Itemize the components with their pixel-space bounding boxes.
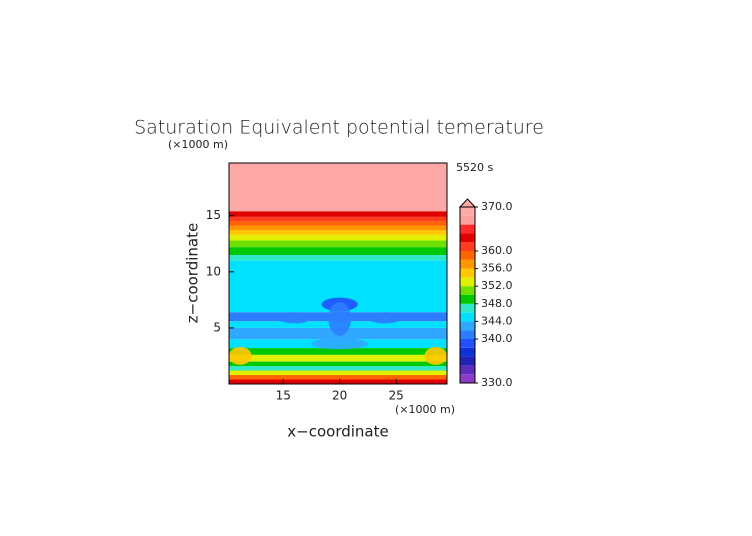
x-tick-label: 15: [276, 389, 291, 403]
time-label: 5520 s: [456, 161, 493, 174]
contour-layer: [229, 361, 447, 367]
y-tick-label: 10: [206, 264, 221, 278]
contour-layer: [229, 234, 447, 241]
contour-layer: [229, 379, 447, 384]
colorbar-band: [460, 207, 475, 216]
colorbar-tick-label: 370.0: [481, 200, 513, 213]
contour-layer: [229, 366, 447, 371]
colorbar-band: [460, 339, 475, 348]
colorbar-band: [460, 330, 475, 339]
x-tick-label: 25: [389, 389, 404, 403]
contour-layer: [229, 348, 447, 355]
colorbar-extend: [458, 198, 477, 208]
contour-field: [229, 163, 447, 384]
colorbar-band: [460, 321, 475, 331]
contour-feature: [328, 302, 351, 336]
contour-layer: [229, 375, 447, 380]
contour-layer: [229, 247, 447, 255]
colorbar-band: [460, 268, 475, 278]
contour-feature: [229, 346, 252, 365]
x-axis-label: x−coordinate: [287, 423, 388, 441]
colorbar-band: [460, 374, 475, 383]
colorbar-band: [460, 259, 475, 269]
contour-feature: [424, 346, 447, 365]
colorbar-band: [460, 295, 475, 304]
contour-layer: [229, 354, 447, 362]
contour-layer: [229, 221, 447, 226]
contour-layer: [229, 370, 447, 376]
colorbar-band: [460, 312, 475, 322]
colorbar-tick-label: 356.0: [481, 262, 513, 275]
y-tick-label: 15: [206, 208, 221, 222]
x-tick-label: 20: [332, 389, 347, 403]
colorbar-band: [460, 251, 475, 260]
colorbar-band: [460, 233, 475, 243]
contour-layer: [229, 163, 447, 212]
colorbar-tick-label: 352.0: [481, 279, 513, 292]
contour-layer: [229, 254, 447, 261]
colorbar-tick-label: 360.0: [481, 244, 513, 257]
contour-feature: [367, 312, 402, 324]
contour-layer: [229, 216, 447, 222]
contour-layer: [229, 211, 447, 217]
colorbar-band: [460, 303, 475, 313]
colorbar-band: [460, 215, 475, 225]
chart-title: Saturation Equivalent potential temeratu…: [134, 117, 544, 139]
y-axis-label: z−coordinate: [184, 223, 202, 323]
colorbar-frame: [459, 206, 476, 384]
colorbar-band: [460, 286, 475, 295]
contour-layer: [229, 230, 447, 235]
contour-feature: [311, 338, 368, 350]
colorbar-band: [460, 242, 475, 251]
colorbar-band: [460, 224, 475, 234]
colorbar-band: [460, 347, 475, 357]
colorbar-tick-label: 348.0: [481, 297, 513, 310]
contour-feature: [277, 312, 312, 324]
colorbar-tick-label: 330.0: [481, 376, 513, 389]
y-unit: (×1000 m): [168, 138, 228, 151]
y-tick-label: 5: [213, 320, 221, 334]
contour-layer: [229, 225, 447, 231]
contour-layer: [229, 240, 447, 248]
colorbar-band: [460, 277, 475, 287]
colorbar-tick-label: 344.0: [481, 314, 513, 327]
colorbar-tick-label: 340.0: [481, 332, 513, 345]
x-unit: (×1000 m): [395, 403, 455, 416]
plot-frame: [228, 162, 448, 385]
colorbar-band: [460, 356, 475, 366]
colorbar-band: [460, 365, 475, 375]
